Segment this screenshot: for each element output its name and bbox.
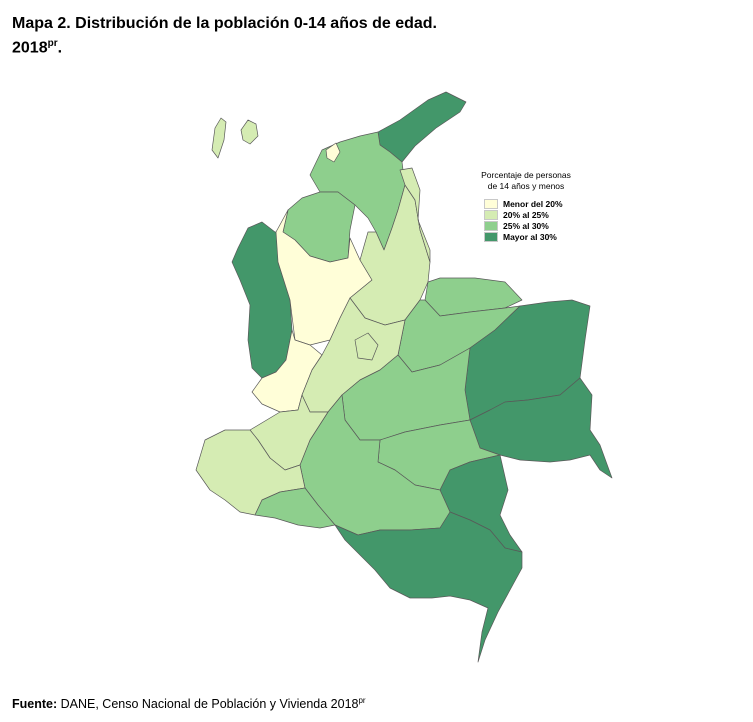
legend-item: 25% al 30% [484, 220, 584, 231]
region-narino [195, 429, 306, 516]
legend-item: Menor del 20% [484, 198, 584, 209]
region-bogota [354, 332, 379, 361]
legend-item: Mayor al 30% [484, 231, 584, 242]
region-guainia [469, 377, 613, 479]
map-title-line1: Mapa 2. Distribución de la población 0-1… [12, 15, 437, 32]
legend-label: 20% al 25% [503, 209, 549, 220]
region-putumayo [254, 487, 336, 529]
source-footer: Fuente: DANE, Censo Nacional de Població… [12, 696, 366, 711]
region-norte-santander [399, 167, 431, 263]
source-label: Fuente: [12, 697, 58, 712]
island-san-andres [211, 117, 227, 159]
map-title-line2: 2018pr. [12, 38, 63, 57]
island-providencia [240, 119, 259, 145]
legend-swatch [484, 198, 498, 209]
legend-title: Porcentaje de personas de 14 años y meno… [481, 170, 571, 191]
legend-swatch [484, 220, 498, 231]
source-sup: pr [358, 696, 366, 705]
legend-label: 25% al 30% [503, 220, 549, 231]
legend-label: Menor del 20% [503, 198, 563, 209]
map-legend: Porcentaje de personas de 14 años y meno… [468, 170, 584, 242]
legend-swatch [484, 231, 498, 242]
region-amazonas [334, 511, 523, 663]
source-text: DANE, Censo Nacional de Población y Vivi… [57, 697, 359, 712]
region-guajira [377, 91, 467, 163]
region-atlantico [325, 142, 341, 163]
legend-item: 20% al 25% [484, 209, 584, 220]
legend-label: Mayor al 30% [503, 231, 557, 242]
legend-swatch [484, 209, 498, 220]
map-title: Mapa 2. Distribución de la población 0-1… [12, 14, 437, 58]
